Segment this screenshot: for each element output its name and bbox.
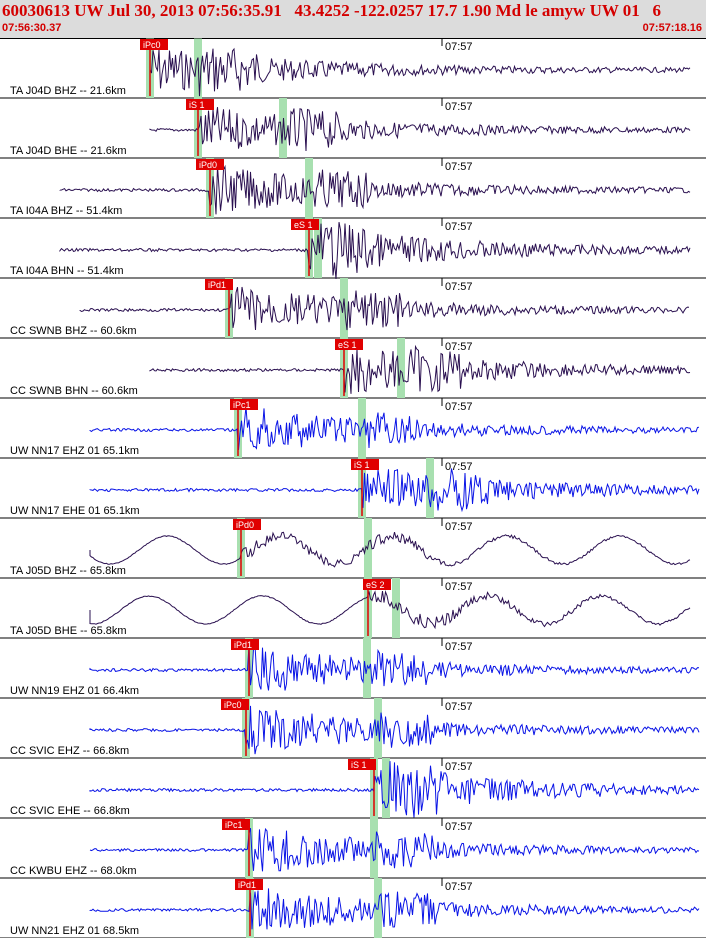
trace-label: CC SWNB BHN -- 60.6km — [10, 385, 138, 397]
pick-label: iPd1 — [208, 280, 226, 290]
time-tick-label: 07:57 — [445, 41, 473, 53]
trace-label: UW NN19 EHZ 01 66.4km — [10, 685, 139, 697]
trace-label: CC SVIC EHE -- 66.8km — [10, 805, 130, 817]
pick-label: iPd1 — [234, 640, 252, 650]
pick-marker — [233, 519, 261, 530]
pick-label: iPd1 — [238, 880, 256, 890]
waveform-trace — [89, 468, 700, 513]
event-header: 60030613 UW Jul 30, 2013 07:56:35.91 43.… — [0, 0, 706, 39]
pick-label: eS 1 — [294, 220, 313, 230]
trace-label: TA I04A BHZ -- 51.4km — [10, 205, 122, 217]
waveform-trace — [89, 705, 700, 755]
pick-marker — [186, 99, 214, 110]
s-window — [305, 158, 313, 218]
trace-label: TA J04D BHE -- 21.6km — [10, 145, 127, 157]
seismogram-panel: iPc0 07:57 TA J04D BHZ -- 21.6km iS 1 07:57 T… — [0, 38, 706, 938]
time-tick-label: 07:57 — [445, 161, 473, 173]
time-tick-label: 07:57 — [445, 581, 473, 593]
s-window — [340, 278, 348, 338]
time-tick-label: 07:57 — [445, 881, 473, 893]
time-tick-label: 07:57 — [445, 701, 473, 713]
pick-marker — [231, 639, 259, 650]
pick-marker — [221, 699, 249, 710]
trace-label: UW NN17 EHZ 01 65.1km — [10, 445, 139, 457]
trace-label: UW NN21 EHZ 01 68.5km — [10, 925, 139, 937]
pick-marker — [335, 339, 363, 350]
time-tick-label: 07:57 — [445, 821, 473, 833]
waveform-trace — [89, 531, 691, 568]
waveform-trace — [89, 406, 700, 450]
waveform-trace — [149, 47, 691, 97]
trace-label: CC SWNB BHZ -- 60.6km — [10, 325, 137, 337]
end-time: 07:57:18.16 — [642, 22, 702, 34]
pick-label: iPc0 — [224, 700, 242, 710]
waveform-trace — [89, 589, 691, 630]
pick-label: iPc1 — [225, 820, 243, 830]
start-time: 07:56:30.37 — [2, 22, 62, 34]
trace-label: UW NN17 EHE 01 65.1km — [10, 505, 140, 517]
s-window — [426, 458, 434, 518]
time-tick-label: 07:57 — [445, 221, 473, 233]
trace-label: TA I04A BHN -- 51.4km — [10, 265, 124, 277]
pick-marker — [205, 279, 233, 290]
trace-label: CC SVIC EHZ -- 66.8km — [10, 745, 129, 757]
waveform-trace — [149, 344, 691, 394]
pick-label: iPc0 — [143, 40, 161, 50]
pick-marker — [235, 879, 263, 890]
waveform-trace — [79, 286, 690, 331]
time-tick-label: 07:57 — [445, 281, 473, 293]
s-window — [314, 218, 322, 278]
pick-marker — [140, 39, 168, 50]
waveform-trace — [89, 827, 700, 872]
pick-marker — [222, 819, 250, 830]
pick-marker — [351, 459, 379, 470]
time-tick-label: 07:57 — [445, 761, 473, 773]
pick-label: iS 1 — [189, 100, 205, 110]
s-window — [370, 818, 378, 878]
waveform-trace — [89, 888, 700, 930]
s-window — [382, 758, 390, 818]
trace-label: CC KWBU EHZ -- 68.0km — [10, 865, 137, 877]
pick-label: iS 1 — [354, 460, 370, 470]
trace-label: TA J05D BHE -- 65.8km — [10, 625, 127, 637]
time-tick-label: 07:57 — [445, 461, 473, 473]
pick-label: eS 2 — [366, 580, 385, 590]
pick-marker — [363, 579, 391, 590]
event-title: 60030613 UW Jul 30, 2013 07:56:35.91 43.… — [2, 1, 662, 20]
time-tick-label: 07:57 — [445, 401, 473, 413]
pick-label: eS 1 — [338, 340, 357, 350]
s-window — [374, 698, 382, 758]
s-window — [392, 578, 400, 638]
time-tick-label: 07:57 — [445, 101, 473, 113]
pick-marker — [230, 399, 258, 410]
trace-label: TA J04D BHZ -- 21.6km — [10, 85, 126, 97]
waveform-trace — [59, 222, 691, 280]
time-tick-label: 07:57 — [445, 641, 473, 653]
pick-label: iPc1 — [233, 400, 251, 410]
waveform-trace — [89, 644, 700, 691]
pick-label: iPd0 — [199, 160, 217, 170]
waveform-trace — [89, 761, 700, 818]
pick-label: iS 1 — [351, 760, 367, 770]
waveform-trace — [59, 164, 691, 215]
s-window — [397, 338, 405, 398]
trace-label: TA J05D BHZ -- 65.8km — [10, 565, 126, 577]
pick-marker — [196, 159, 224, 170]
time-tick-label: 07:57 — [445, 521, 473, 533]
waveform-trace — [149, 107, 691, 152]
pick-marker — [348, 759, 376, 770]
pick-label: iPd0 — [236, 520, 254, 530]
pick-marker — [291, 219, 319, 230]
time-tick-label: 07:57 — [445, 341, 473, 353]
